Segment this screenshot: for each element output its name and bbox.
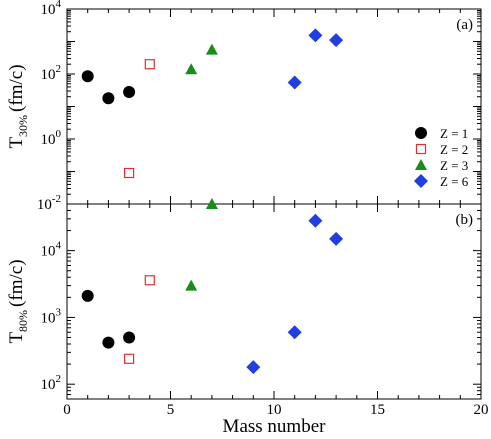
- legend-label: Z = 2: [440, 142, 468, 157]
- y-tick-label-exponent: 4: [56, 240, 62, 252]
- y-tick-label-base: 10: [41, 132, 56, 148]
- data-point: [102, 336, 115, 349]
- data-point: [205, 43, 218, 55]
- y-tick-label-base: 10: [41, 244, 56, 260]
- y-tick-label-exponent: 2: [56, 373, 62, 385]
- x-axis-label: Mass number: [223, 416, 327, 437]
- data-point: [144, 275, 155, 286]
- y-tick-label-exponent: 3: [56, 306, 62, 318]
- x-tick-label: 0: [63, 402, 71, 418]
- y-tick-label-base: 10: [37, 197, 52, 213]
- y-axis-label-subscript: 30%: [16, 115, 30, 137]
- legend-marker: [415, 143, 427, 155]
- panel-tag: (a): [456, 17, 473, 33]
- y-tick-label: 104: [41, 240, 62, 260]
- x-tick-label: 5: [167, 402, 175, 418]
- data-point: [287, 325, 302, 340]
- y-tick-label-exponent: -2: [52, 193, 61, 205]
- data-point: [185, 279, 198, 291]
- data-point: [123, 85, 136, 98]
- plot-frame: [66, 8, 482, 205]
- y-axis-label: T80% (fm/c): [6, 259, 30, 343]
- legend-label: Z = 6: [440, 174, 469, 189]
- y-axis-label-unit: (fm/c): [6, 64, 27, 111]
- y-tick-label: 102: [41, 63, 62, 83]
- legend-marker: [414, 174, 428, 188]
- y-tick-label-exponent: 0: [56, 128, 62, 140]
- y-tick-label-exponent: 2: [56, 63, 62, 75]
- panel-tag: (b): [456, 212, 474, 228]
- x-axis: 0 5 10 15 20: [63, 402, 488, 418]
- data-point: [144, 59, 155, 70]
- y-tick-label: 10-2: [37, 193, 61, 213]
- x-tick-label: 10: [267, 402, 282, 418]
- data-point: [246, 360, 261, 375]
- data-point: [123, 331, 136, 344]
- plot-frame: [66, 203, 482, 400]
- y-tick-label-base: 10: [41, 2, 56, 18]
- data-point: [123, 167, 135, 179]
- y-axis-label-subscript: 80%: [16, 310, 30, 332]
- y-tick-label: 102: [41, 373, 62, 393]
- legend: Z = 1Z = 2Z = 3Z = 6: [414, 126, 469, 189]
- y-tick-label: 104: [41, 0, 62, 18]
- data-point: [287, 75, 302, 90]
- data-point: [329, 231, 344, 246]
- data-point: [123, 353, 135, 364]
- x-tick-label: 20: [474, 402, 489, 418]
- data-point: [329, 33, 344, 48]
- data-point: [81, 289, 94, 302]
- data-point: [185, 63, 198, 75]
- y-tick-label-base: 10: [41, 67, 56, 83]
- data-point: [205, 198, 218, 209]
- y-tick-label: 100: [41, 128, 62, 148]
- y-axis-label-main: T: [6, 332, 27, 344]
- y-tick-label: 103: [41, 306, 62, 326]
- data-point: [308, 28, 323, 43]
- data-point: [308, 213, 323, 228]
- x-tick-label: 15: [370, 402, 385, 418]
- y-tick-label-base: 10: [41, 310, 56, 326]
- y-tick-label-base: 10: [41, 377, 56, 393]
- y-axis-label-unit: (fm/c): [6, 259, 27, 306]
- legend-marker: [415, 159, 427, 170]
- legend-label: Z = 3: [440, 158, 468, 173]
- y-tick-label-exponent: 4: [56, 0, 62, 10]
- y-axis-label: T30% (fm/c): [6, 64, 30, 148]
- legend-marker: [415, 127, 427, 139]
- data-point: [102, 92, 115, 105]
- data-point: [81, 70, 94, 83]
- y-axis-label-main: T: [6, 137, 27, 149]
- legend-label: Z = 1: [440, 126, 468, 141]
